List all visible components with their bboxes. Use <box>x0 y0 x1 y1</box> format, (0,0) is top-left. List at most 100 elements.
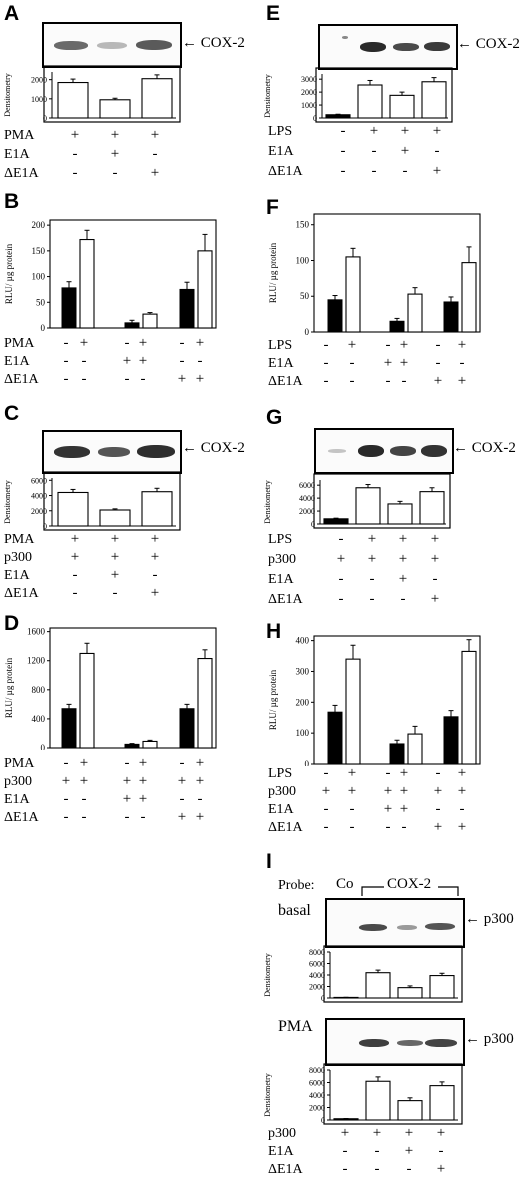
panel-letter-f: F <box>266 196 279 219</box>
y-tick-label: 0 <box>305 327 310 337</box>
bar-black <box>443 301 459 333</box>
condition-label: LPS <box>268 532 293 547</box>
minus-mark: - <box>342 1143 348 1159</box>
plus-mark: + <box>150 531 160 547</box>
minus-mark: - <box>63 755 69 771</box>
minus-mark: - <box>323 355 329 371</box>
condition-label: ΔE1A <box>4 810 39 825</box>
y-tick-label: 300 <box>296 666 310 676</box>
minus-mark: - <box>406 1161 412 1177</box>
condition-label: PMA <box>4 532 35 547</box>
plus-mark: + <box>399 765 409 781</box>
y-tick-label: 4000 <box>299 494 315 503</box>
bar-black <box>179 708 195 749</box>
condition-label: E1A <box>268 572 294 587</box>
bar-white <box>461 262 477 333</box>
plus-mark: + <box>195 773 205 789</box>
plus-mark: + <box>383 355 393 371</box>
plus-mark: + <box>404 1125 414 1141</box>
bar <box>421 81 447 119</box>
minus-mark: - <box>72 585 78 601</box>
bar <box>325 114 351 119</box>
condition-label: E1A <box>268 356 294 371</box>
plus-mark: + <box>399 337 409 353</box>
y-tick-label: 50 <box>300 291 310 301</box>
minus-mark: - <box>179 353 185 369</box>
bar-white <box>142 313 158 329</box>
cox2-marker-c: ← COX-2 <box>182 440 245 456</box>
blot-a <box>42 22 182 68</box>
y-tick-label: 6000 <box>31 476 47 485</box>
plus-mark: + <box>138 773 148 789</box>
chart-b: 0 50 100 150 200 RLU/ µg protein <box>4 219 217 333</box>
minus-mark: - <box>63 371 69 387</box>
minus-mark: - <box>323 819 329 835</box>
minus-mark: - <box>124 809 130 825</box>
p300-marker-basal: ← p300 <box>465 911 514 927</box>
y-axis-label: Densitometry <box>263 1073 272 1117</box>
minus-mark: - <box>81 791 87 807</box>
y-tick-label: 200 <box>296 697 310 707</box>
y-axis-label: Densitometry <box>263 480 272 524</box>
bar-black <box>327 299 343 333</box>
chart-frame <box>323 945 463 1003</box>
y-tick-label: 100 <box>296 255 310 265</box>
condition-label: p300 <box>268 1126 296 1141</box>
minus-mark: - <box>152 146 158 162</box>
y-tick-label: 8000 <box>309 948 325 957</box>
plus-mark: + <box>70 127 80 143</box>
y-tick-label: 2000 <box>299 507 315 516</box>
y-tick-label: 6000 <box>299 481 315 490</box>
y-tick-label: 50 <box>36 297 46 307</box>
plus-mark: + <box>70 549 80 565</box>
chart-e: 0 1000 2000 3000 Densitometry <box>263 67 453 123</box>
minus-mark: - <box>338 531 344 547</box>
p300-marker-pma: ← p300 <box>465 1031 514 1047</box>
minus-mark: - <box>323 373 329 389</box>
y-axis-label: RLU/ µg protein <box>4 243 14 304</box>
plus-mark: + <box>399 783 409 799</box>
minus-mark: - <box>124 755 130 771</box>
plus-mark: + <box>177 773 187 789</box>
minus-mark: - <box>179 791 185 807</box>
y-tick-label: 0 <box>321 994 325 1003</box>
minus-mark: - <box>459 355 465 371</box>
y-axis-label: Densitometry <box>3 73 12 117</box>
basal-label: basal <box>278 902 311 919</box>
y-tick-label: 4000 <box>309 971 325 980</box>
minus-mark: - <box>349 373 355 389</box>
y-axis-label: Densitometry <box>3 480 12 524</box>
y-tick-label: 0 <box>311 520 315 529</box>
minus-mark: - <box>340 123 346 139</box>
plus-mark: + <box>399 355 409 371</box>
bar <box>429 1085 455 1121</box>
plus-mark: + <box>347 337 357 353</box>
y-axis-label: Densitometry <box>263 953 272 997</box>
plus-mark: + <box>110 567 120 583</box>
y-axis-label: RLU/ µg protein <box>268 242 278 303</box>
minus-mark: - <box>197 791 203 807</box>
bar-white <box>197 657 213 749</box>
minus-mark: - <box>438 1143 444 1159</box>
panel-letter-a: A <box>4 2 20 25</box>
panel-letter-i: I <box>266 850 272 873</box>
y-tick-label: 6000 <box>309 960 325 969</box>
condition-label: ΔE1A <box>268 164 303 179</box>
plus-mark: + <box>79 755 89 771</box>
chart-i-pma: 0 2000 4000 6000 8000 Densitometry <box>263 1063 463 1125</box>
minus-mark: - <box>435 765 441 781</box>
y-tick-label: 8000 <box>309 1066 325 1075</box>
y-tick-label: 400 <box>296 636 310 646</box>
minus-mark: - <box>63 353 69 369</box>
minus-mark: - <box>371 143 377 159</box>
plus-mark: + <box>321 783 331 799</box>
minus-mark: - <box>72 165 78 181</box>
chart-frame <box>315 67 453 123</box>
plus-mark: + <box>369 123 379 139</box>
minus-mark: - <box>369 591 375 607</box>
bar <box>99 509 131 527</box>
bar <box>99 99 131 119</box>
plus-mark: + <box>110 127 120 143</box>
minus-mark: - <box>323 801 329 817</box>
y-axis-label: RLU/ µg protein <box>4 657 14 718</box>
